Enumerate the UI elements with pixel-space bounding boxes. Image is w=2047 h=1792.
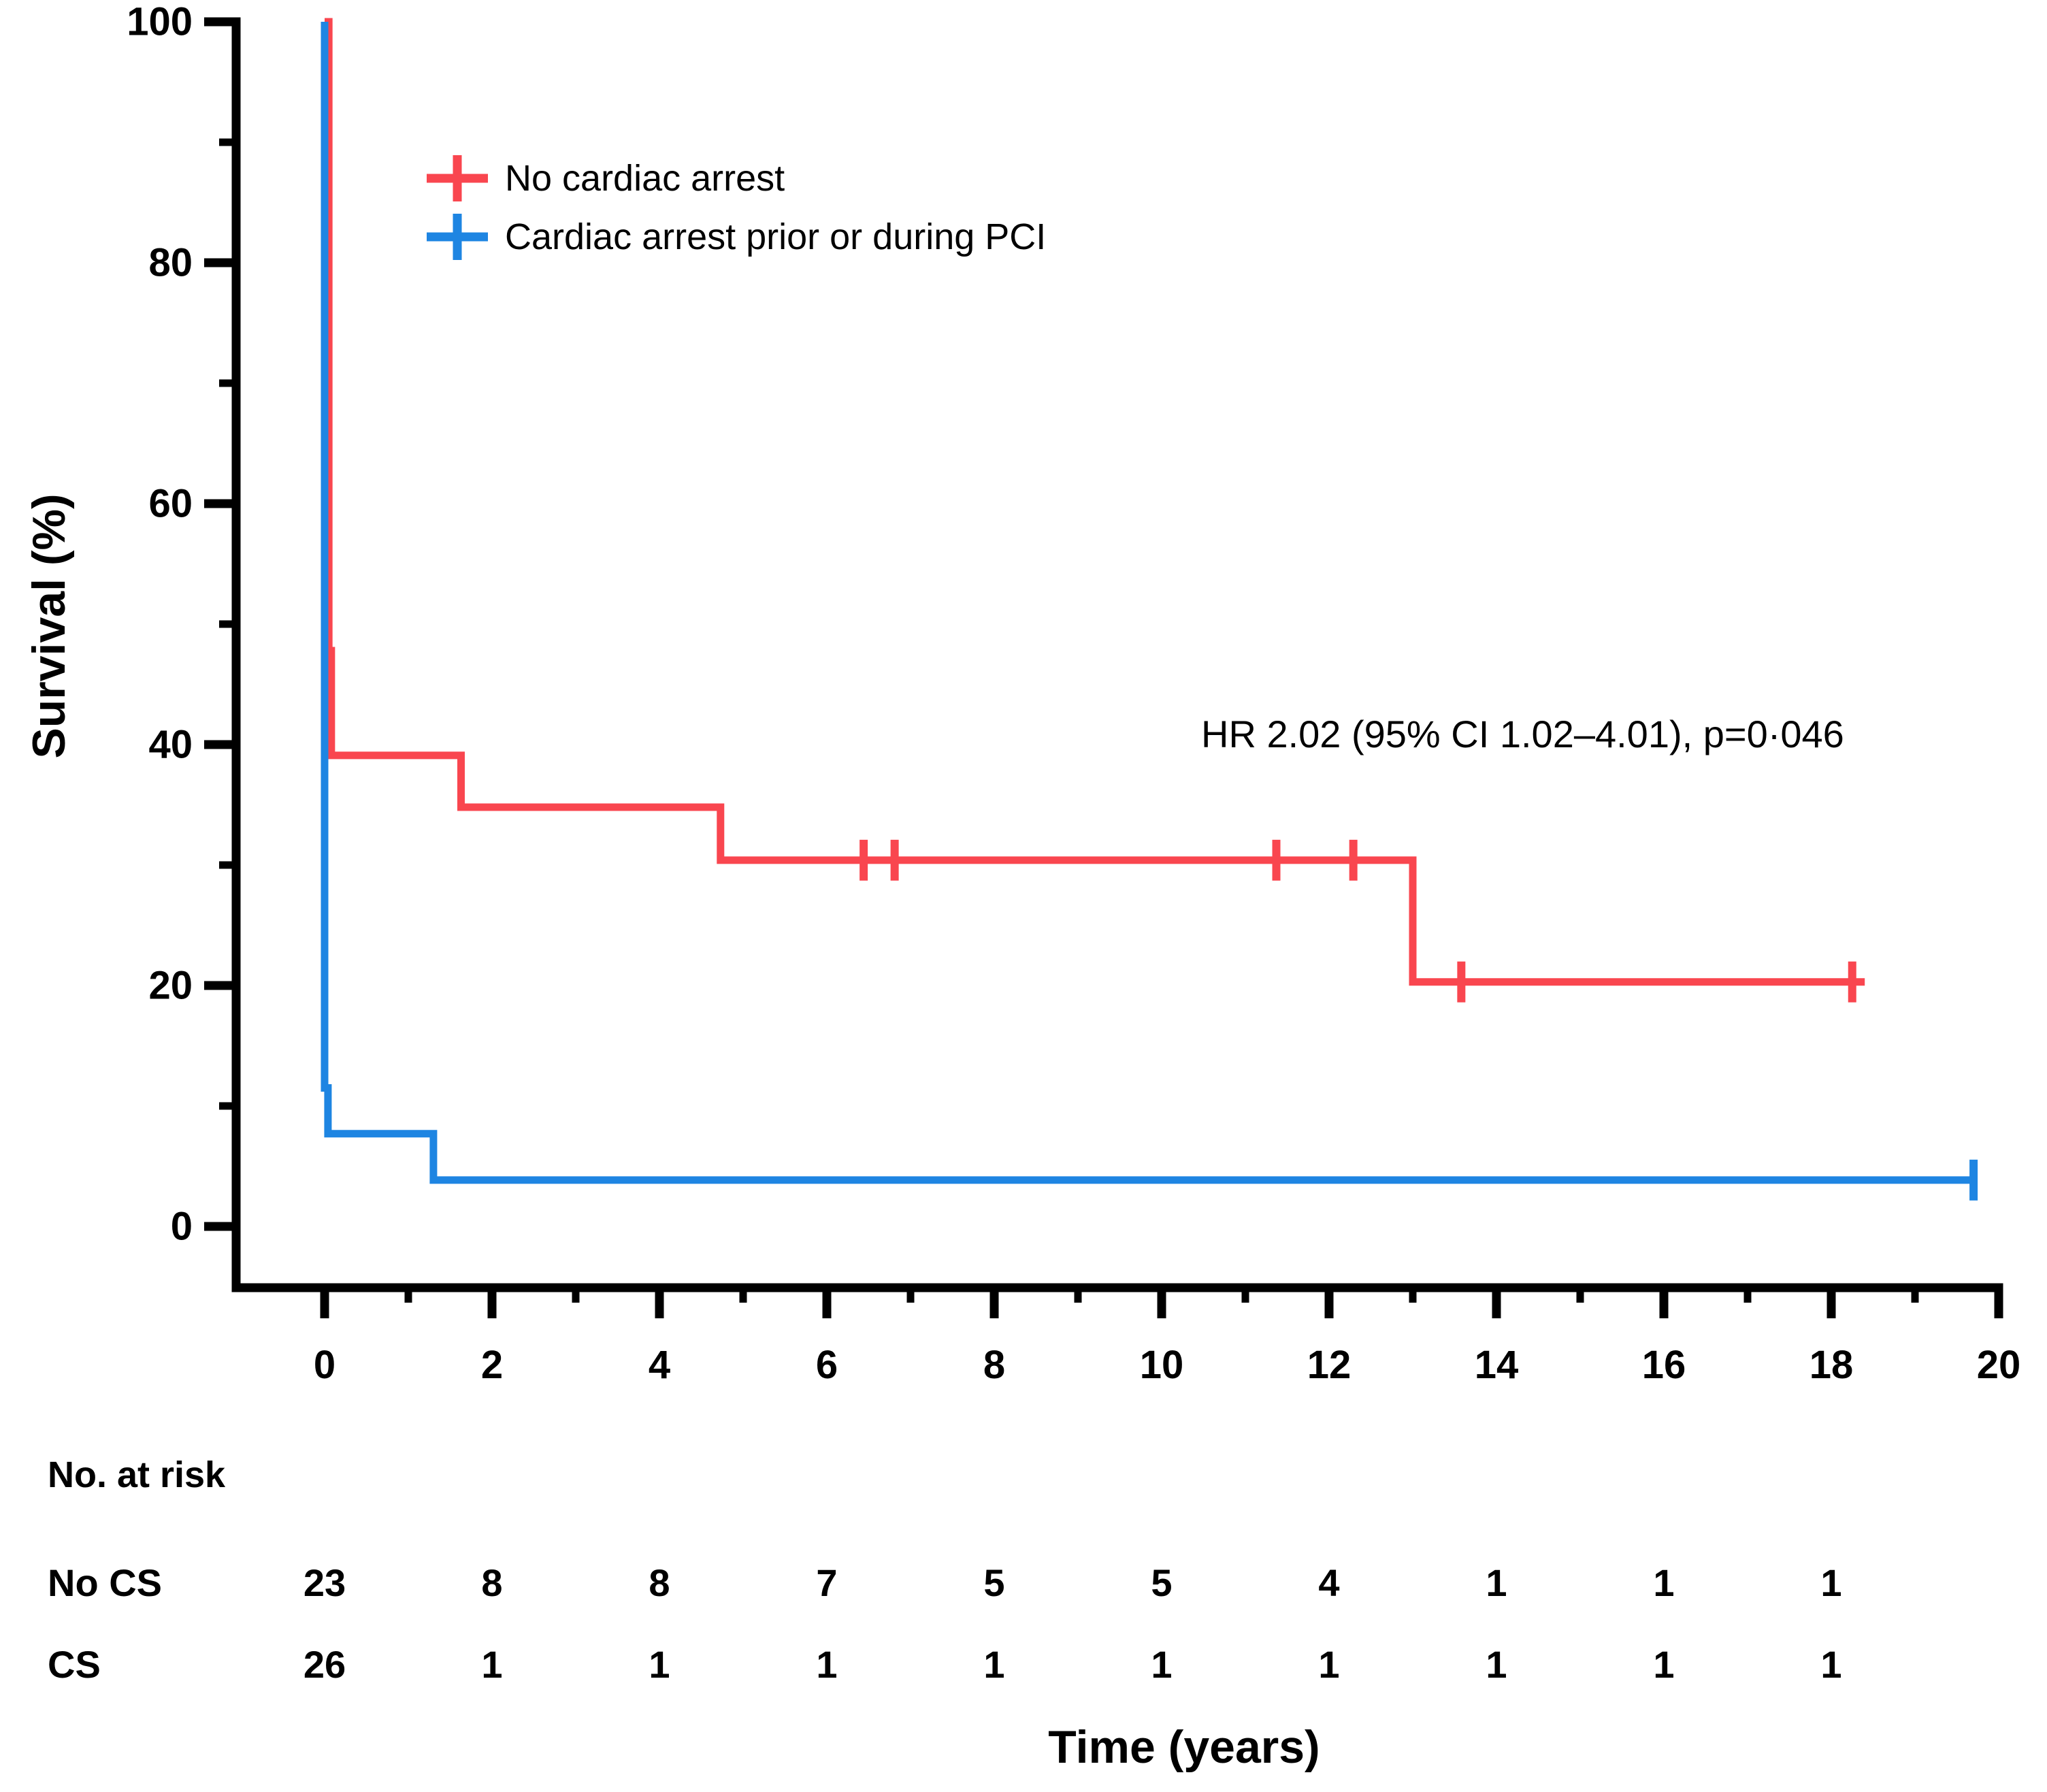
risk-count: 1 bbox=[983, 1643, 1004, 1686]
legend-label-cardiac-arrest: Cardiac arrest prior or during PCI bbox=[505, 216, 1046, 257]
y-tick-label: 100 bbox=[127, 0, 193, 44]
risk-row-label-no-cs: No CS bbox=[48, 1561, 162, 1604]
risk-count: 7 bbox=[816, 1561, 837, 1604]
x-tick-label: 12 bbox=[1307, 1343, 1352, 1387]
y-tick-label: 40 bbox=[148, 723, 193, 767]
legend: No cardiac arrest Cardiac arrest prior o… bbox=[427, 155, 1046, 260]
risk-count: 1 bbox=[649, 1643, 670, 1686]
risk-row-label-cs: CS bbox=[48, 1643, 101, 1686]
risk-count: 1 bbox=[1820, 1643, 1841, 1686]
y-tick-label: 60 bbox=[148, 482, 193, 526]
risk-count: 26 bbox=[304, 1643, 346, 1686]
survival-curves bbox=[321, 18, 1978, 1201]
x-tick-label: 14 bbox=[1475, 1343, 1519, 1387]
x-tick-label: 2 bbox=[481, 1343, 503, 1387]
risk-count: 5 bbox=[1151, 1561, 1172, 1604]
x-tick-label: 4 bbox=[649, 1343, 670, 1387]
risk-count: 1 bbox=[1653, 1643, 1674, 1686]
y-tick-label: 20 bbox=[148, 964, 193, 1008]
risk-count: 1 bbox=[481, 1643, 502, 1686]
survival-curve-1 bbox=[321, 22, 1976, 1184]
legend-label-no-cardiac-arrest: No cardiac arrest bbox=[505, 158, 785, 199]
survival-curve-0 bbox=[325, 18, 1865, 986]
x-tick-label: 0 bbox=[314, 1343, 335, 1387]
risk-count: 1 bbox=[1653, 1561, 1674, 1604]
axes: 0 20 40 60 80 100 0 2 4 6 8 10 12 14 16 18 20 bbox=[127, 0, 2020, 1387]
risk-count: 1 bbox=[1820, 1561, 1841, 1604]
x-tick-label: 20 bbox=[1977, 1343, 2021, 1387]
axis-spine bbox=[204, 17, 2003, 1318]
risk-count: 23 bbox=[304, 1561, 346, 1604]
y-tick-label: 80 bbox=[148, 241, 193, 285]
risk-count: 1 bbox=[1318, 1643, 1339, 1686]
x-axis-title: Time (years) bbox=[1048, 1721, 1320, 1773]
risk-count: 1 bbox=[1486, 1561, 1507, 1604]
risk-table-numbers: 23 8 8 7 5 5 4 1 1 1 26 1 1 1 1 1 1 1 1 1 bbox=[304, 1561, 1842, 1686]
risk-table-header: No. at risk bbox=[48, 1454, 226, 1495]
legend-entry-no-cardiac-arrest: No cardiac arrest bbox=[427, 155, 785, 201]
y-tick-label: 0 bbox=[171, 1205, 193, 1249]
x-tick-label: 16 bbox=[1642, 1343, 1686, 1387]
risk-count: 1 bbox=[816, 1643, 837, 1686]
x-tick-label: 10 bbox=[1140, 1343, 1184, 1387]
hazard-ratio-annotation: HR 2.02 (95% CI 1.02–4.01), p=0·046 bbox=[1201, 713, 1844, 755]
x-tick-label: 6 bbox=[816, 1343, 838, 1387]
legend-entry-cardiac-arrest: Cardiac arrest prior or during PCI bbox=[427, 214, 1046, 260]
risk-count: 8 bbox=[481, 1561, 502, 1604]
risk-count: 1 bbox=[1486, 1643, 1507, 1686]
risk-count: 5 bbox=[983, 1561, 1004, 1604]
x-tick-label: 8 bbox=[983, 1343, 1005, 1387]
risk-count: 8 bbox=[649, 1561, 670, 1604]
y-axis-title: Survival (%) bbox=[23, 493, 75, 758]
x-tick-label: 18 bbox=[1809, 1343, 1854, 1387]
risk-count: 4 bbox=[1318, 1561, 1339, 1604]
risk-count: 1 bbox=[1151, 1643, 1172, 1686]
